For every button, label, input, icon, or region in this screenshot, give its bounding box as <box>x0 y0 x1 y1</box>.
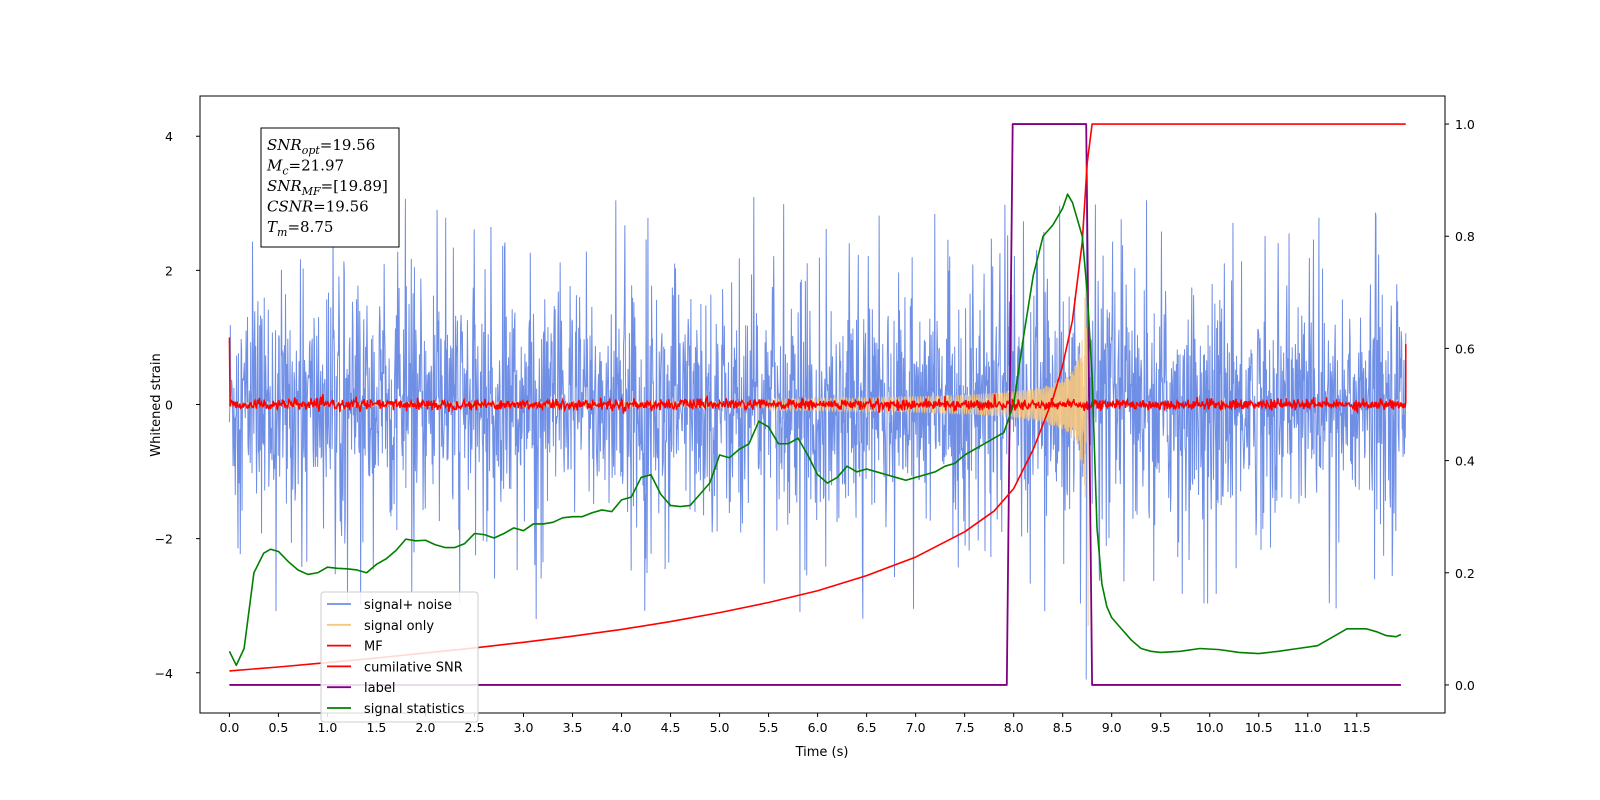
x-tick-label: 4.0 <box>612 720 632 735</box>
x-tick-label: 6.0 <box>808 720 828 735</box>
x-tick-label: 0.0 <box>219 720 239 735</box>
x-tick-label: 5.0 <box>710 720 730 735</box>
annotation-line: CSNR=19.56 <box>267 198 369 216</box>
annotation-box: SNRopt=19.56Mc=21.97SNRMF=[19.89]CSNR=19… <box>260 127 400 248</box>
x-tick-label: 7.0 <box>906 720 926 735</box>
x-tick-label: 3.0 <box>514 720 534 735</box>
y-axis-label: Whitened strain <box>149 353 164 456</box>
x-tick-label: 11.5 <box>1343 720 1371 735</box>
y-tick-label: 2 <box>165 263 173 278</box>
annotation-frame <box>260 127 400 248</box>
series-mf <box>228 337 1407 415</box>
y2-tick-label: 0.2 <box>1455 566 1475 581</box>
x-tick-label: 7.5 <box>955 720 975 735</box>
y-tick-label: −4 <box>155 666 173 681</box>
y-tick-label: 0 <box>165 398 173 413</box>
legend-entry: label <box>364 681 395 696</box>
x-tick-label: 0.5 <box>268 720 288 735</box>
x-axis-label: Time (s) <box>795 745 849 760</box>
y2-tick-label: 0.8 <box>1455 229 1475 244</box>
y-tick-label: −2 <box>155 532 173 547</box>
x-tick-label: 11.0 <box>1294 720 1322 735</box>
series-label <box>229 123 1401 686</box>
y2-tick-label: 0.4 <box>1455 454 1475 469</box>
legend-entry: MF <box>364 640 383 655</box>
legend-frame <box>320 591 479 723</box>
x-tick-label: 1.0 <box>317 720 337 735</box>
annotation-line: Tm=8.75 <box>267 218 333 239</box>
legend-entry: signal+ noise <box>364 598 452 613</box>
x-tick-label: 9.0 <box>1102 720 1122 735</box>
y2-tick-label: 0.6 <box>1455 341 1475 356</box>
x-tick-label: 10.0 <box>1196 720 1224 735</box>
series-signal-statistics <box>228 193 1402 667</box>
x-tick-label: 8.5 <box>1053 720 1073 735</box>
annotation-line: Mc=21.97 <box>266 157 344 178</box>
legend-entry: signal only <box>364 619 434 634</box>
x-tick-label: 1.5 <box>367 720 387 735</box>
x-tick-label: 6.5 <box>857 720 877 735</box>
legend-entry: cumilative SNR <box>364 660 463 675</box>
legend-entry: signal statistics <box>364 702 465 717</box>
annotation-line: SNRMF=[19.89] <box>267 177 388 198</box>
y-tick-label: 4 <box>165 129 173 144</box>
x-tick-label: 3.5 <box>563 720 583 735</box>
x-tick-label: 10.5 <box>1245 720 1273 735</box>
y2-tick-label: 1.0 <box>1455 117 1475 132</box>
x-tick-label: 9.5 <box>1151 720 1171 735</box>
x-tick-label: 4.5 <box>661 720 681 735</box>
x-tick-label: 8.0 <box>1004 720 1024 735</box>
x-tick-label: 2.5 <box>465 720 485 735</box>
x-tick-label: 2.0 <box>416 720 436 735</box>
y2-tick-label: 0.0 <box>1455 678 1475 693</box>
annotation-line: SNRopt=19.56 <box>267 136 375 157</box>
x-tick-label: 5.5 <box>759 720 779 735</box>
legend: signal+ noise signal only MF cumilative SNR… <box>320 591 479 723</box>
